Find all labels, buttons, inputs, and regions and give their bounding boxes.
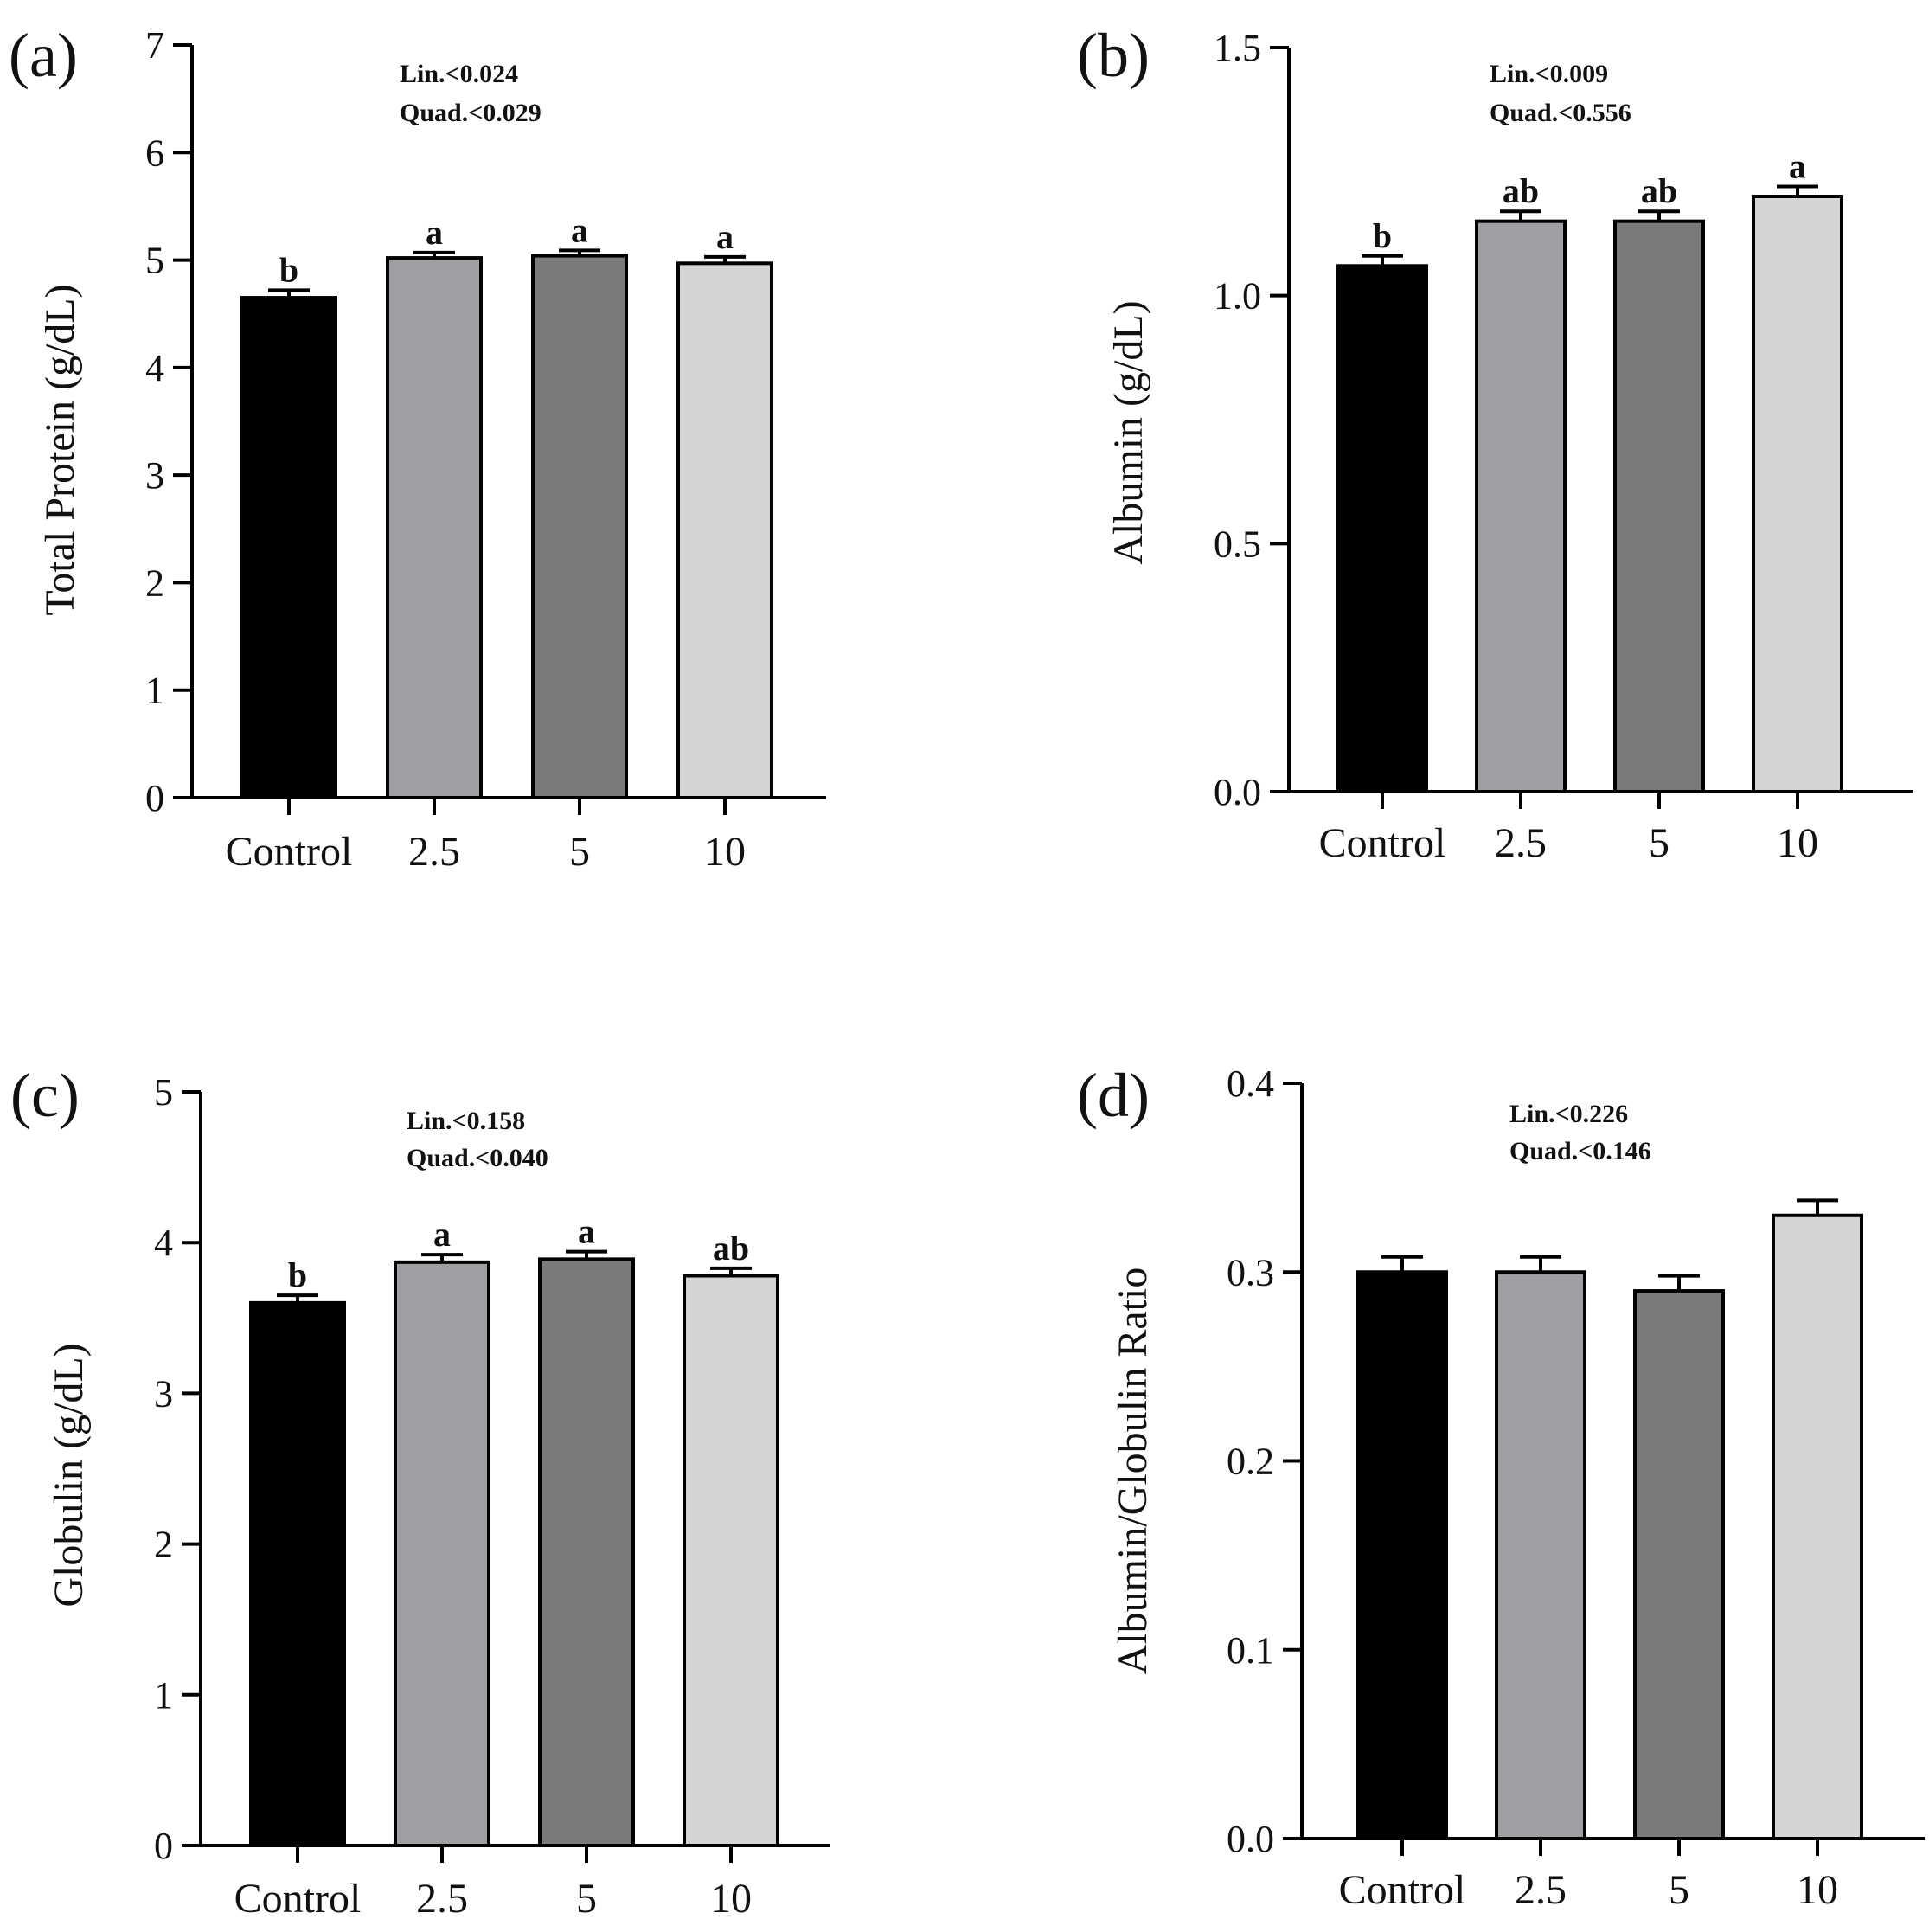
significance-letter: ab <box>713 1229 749 1268</box>
y-tick-label: 0 <box>154 1825 173 1867</box>
bar-5 <box>531 254 628 800</box>
bar-5 <box>1633 1289 1725 1840</box>
y-tick-label: 5 <box>154 1071 173 1114</box>
bar-10 <box>676 261 773 799</box>
y-tick-label: 0.0 <box>1214 771 1261 813</box>
significance-letter: b <box>288 1255 307 1294</box>
significance-letter: a <box>433 1215 451 1254</box>
significance-letter: ab <box>1641 171 1677 210</box>
significance-letter: b <box>279 250 298 289</box>
y-tick-label: 7 <box>145 24 164 67</box>
y-tick-label: 2 <box>154 1524 173 1566</box>
bar-10 <box>1752 195 1843 793</box>
category-label: 5 <box>576 1876 597 1922</box>
quad-stat: Quad.<0.029 <box>400 99 542 127</box>
lin-stat: Lin.<0.226 <box>1509 1100 1628 1128</box>
category-label: Control <box>234 1876 362 1922</box>
bar-10 <box>683 1274 779 1848</box>
y-axis-title: Total Protein (g/dL) <box>37 284 83 615</box>
y-axis-title: Albumin (g/dL) <box>1105 300 1151 564</box>
y-tick-label: 2 <box>145 562 164 604</box>
category-label: 2.5 <box>1515 1867 1567 1913</box>
y-tick-label: 6 <box>145 132 164 174</box>
panel-b: (b) Lin.<0.009 Quad.<0.556 Albumin (g/dL… <box>1077 21 1913 866</box>
category-label: 2.5 <box>416 1876 468 1922</box>
bar-2-5 <box>1475 219 1567 793</box>
y-tick-label: 0.4 <box>1227 1062 1274 1105</box>
category-label: 10 <box>710 1876 752 1922</box>
y-tick-label: 0.5 <box>1214 523 1261 565</box>
y-tick-label: 1 <box>145 670 164 712</box>
bar-control <box>1336 264 1428 793</box>
panel-label: (a) <box>9 21 78 90</box>
quad-stat: Quad.<0.556 <box>1490 99 1631 127</box>
significance-letter: ab <box>1503 171 1539 210</box>
lin-stat: Lin.<0.024 <box>400 60 518 88</box>
y-tick-label: 0.0 <box>1227 1818 1274 1860</box>
significance-letter: a <box>716 217 734 256</box>
category-label: Control <box>1339 1867 1466 1913</box>
y-axis-title: Albumin/Globulin Ratio <box>1110 1268 1156 1675</box>
significance-letter: b <box>1373 216 1392 255</box>
panel-label: (c) <box>10 1061 80 1130</box>
bar-2-5 <box>386 256 483 800</box>
y-tick-label: 3 <box>154 1372 173 1415</box>
panel-label: (b) <box>1077 21 1150 90</box>
bar-control <box>249 1300 346 1847</box>
lin-stat: Lin.<0.009 <box>1490 60 1608 88</box>
bar-control <box>1356 1270 1448 1840</box>
significance-letter: a <box>426 213 443 252</box>
bar-control <box>240 296 337 800</box>
y-tick-label: 1.5 <box>1214 27 1261 69</box>
category-label: Control <box>226 829 353 875</box>
category-label: 5 <box>1669 1867 1689 1913</box>
panel-d: (d) Lin.<0.226 Quad.<0.146 Albumin/Globu… <box>1077 1061 1925 1913</box>
category-label: 10 <box>1797 1867 1838 1913</box>
bar-2-5 <box>1495 1270 1586 1840</box>
y-tick-label: 5 <box>145 240 164 282</box>
panel-c: (c) Lin.<0.158 Quad.<0.040 Globulin (g/d… <box>10 1061 830 1922</box>
y-tick-label: 1.0 <box>1214 275 1261 318</box>
bar-10 <box>1772 1213 1863 1840</box>
category-label: 5 <box>1649 820 1669 866</box>
category-label: 10 <box>1777 820 1818 866</box>
panel-label: (d) <box>1077 1061 1150 1130</box>
bar-5 <box>1613 219 1705 793</box>
y-tick-label: 3 <box>145 454 164 497</box>
significance-letter: a <box>571 210 588 249</box>
bar-2-5 <box>394 1260 490 1847</box>
category-label: 2.5 <box>408 829 460 875</box>
bar-5 <box>538 1257 635 1848</box>
y-tick-label: 0 <box>145 777 164 819</box>
quad-stat: Quad.<0.146 <box>1509 1137 1651 1165</box>
y-tick-label: 4 <box>154 1222 173 1264</box>
category-label: 2.5 <box>1495 820 1547 866</box>
panel-a: (a) Lin.<0.024 Quad.<0.029 Total Protein… <box>9 21 826 875</box>
significance-letter: a <box>1789 147 1806 186</box>
significance-letter: a <box>578 1212 595 1251</box>
category-label: 10 <box>704 829 746 875</box>
y-tick-label: 0.1 <box>1227 1629 1274 1672</box>
category-label: 5 <box>569 829 590 875</box>
category-label: Control <box>1319 820 1446 866</box>
y-tick-label: 4 <box>145 347 164 389</box>
y-tick-label: 0.3 <box>1227 1251 1274 1293</box>
quad-stat: Quad.<0.040 <box>407 1144 548 1172</box>
lin-stat: Lin.<0.158 <box>407 1107 525 1135</box>
y-tick-label: 0.2 <box>1227 1441 1274 1483</box>
y-axis-title: Globulin (g/dL) <box>46 1343 92 1607</box>
y-tick-label: 1 <box>154 1674 173 1717</box>
